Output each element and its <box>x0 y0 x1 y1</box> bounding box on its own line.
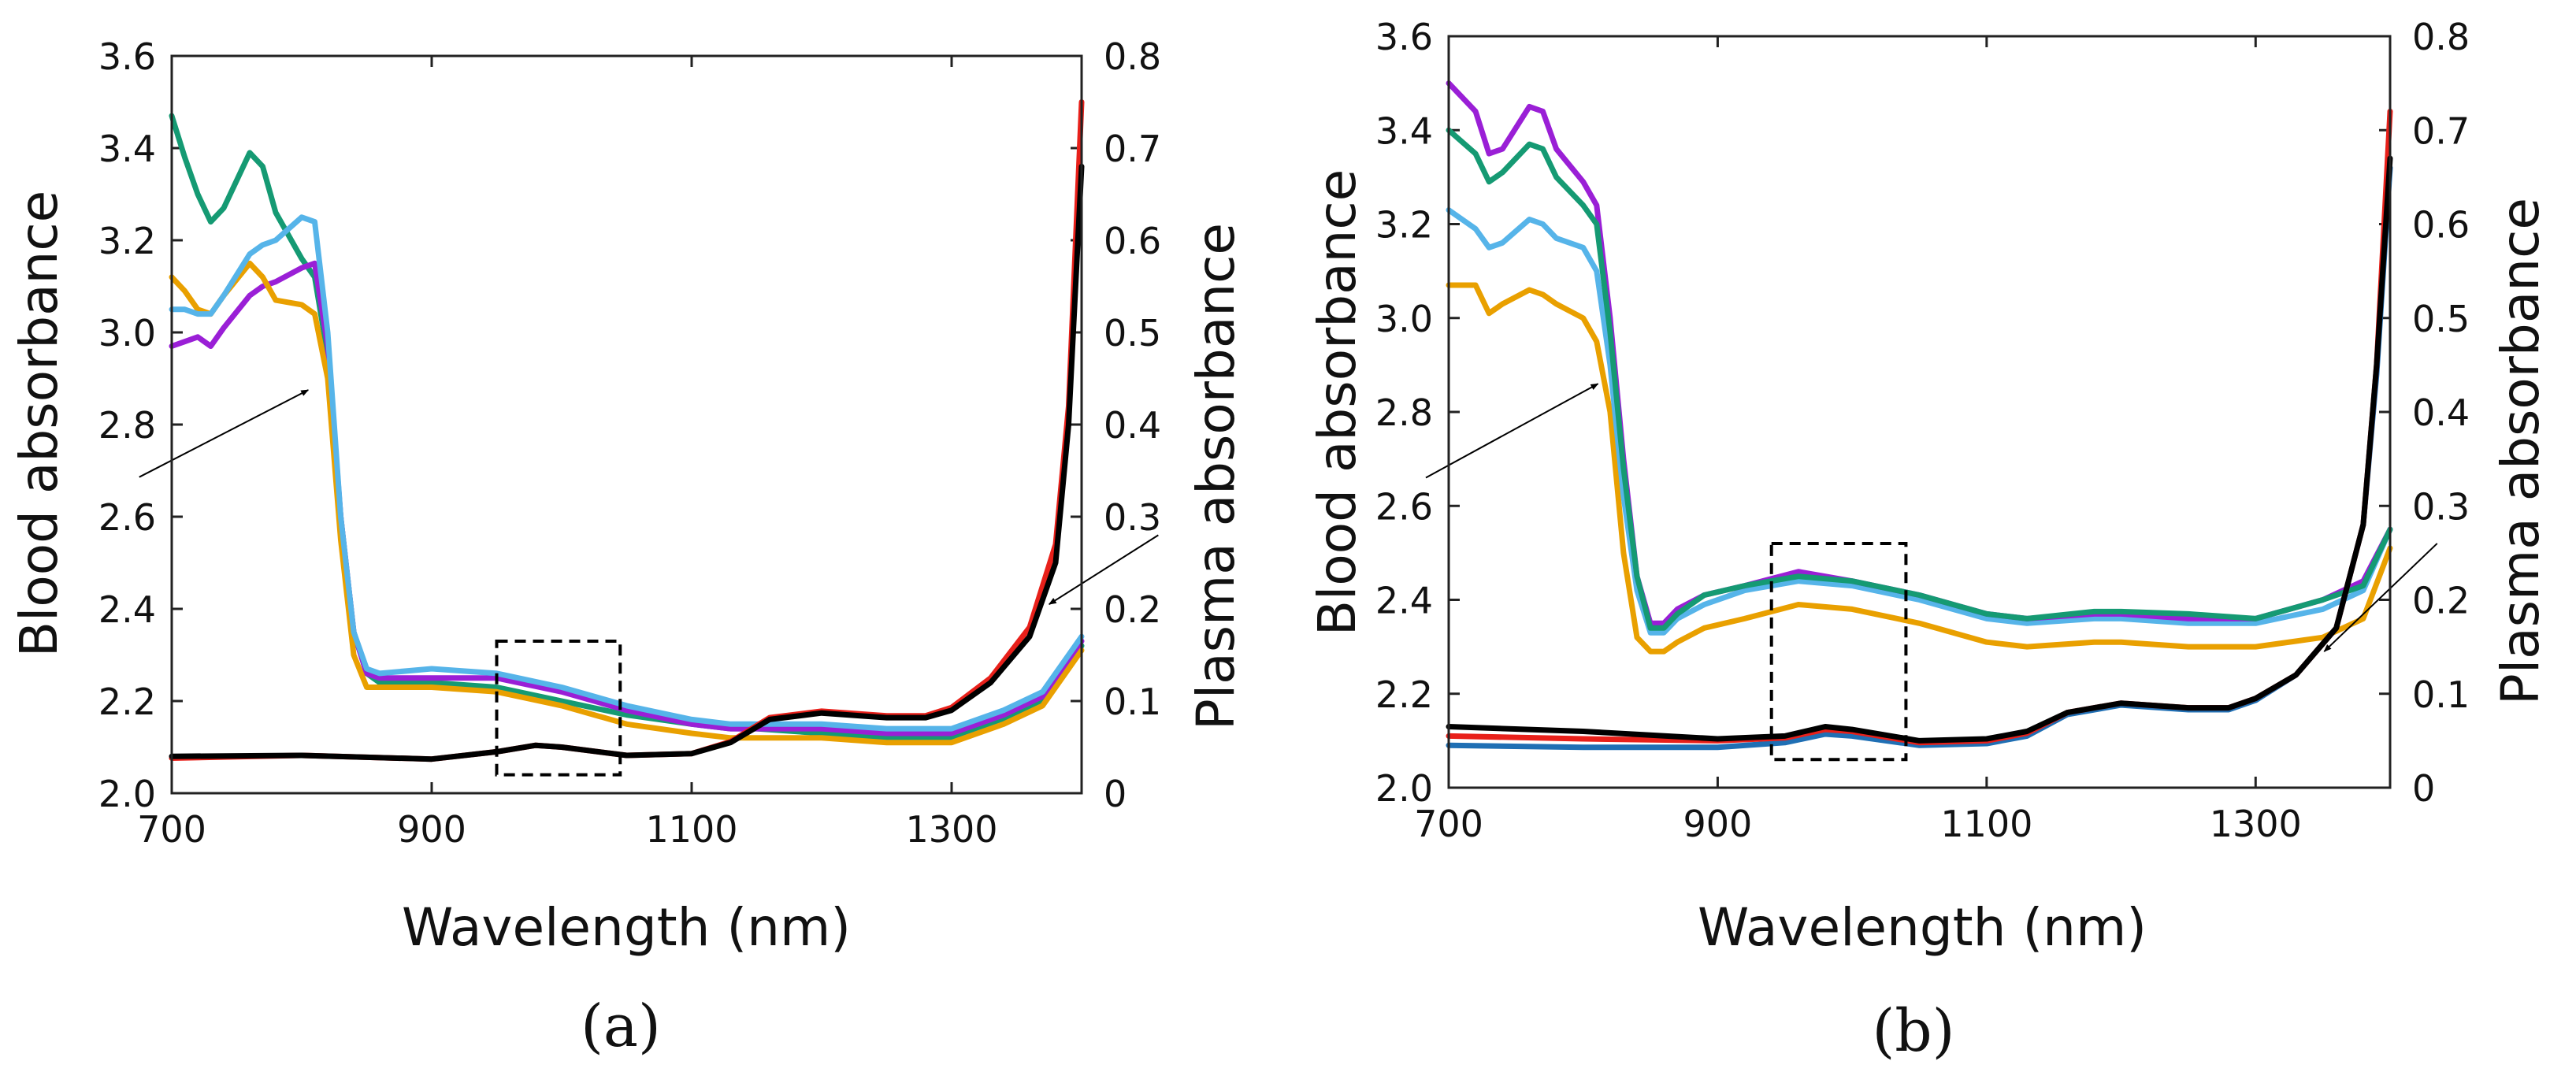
y-tick-label: 3.4 <box>98 128 156 170</box>
series-line-blood-green <box>1446 127 2393 631</box>
y2-tick-label: 0.6 <box>2412 204 2470 247</box>
y2-tick-label: 0.3 <box>1104 496 1161 539</box>
y2-tick-label: 0.1 <box>1104 681 1161 723</box>
y-tick-label: 3.0 <box>98 312 156 354</box>
x-tick-label: 1300 <box>2210 803 2302 845</box>
y-tick-label: 2.6 <box>98 496 156 539</box>
y2-tick-label: 0.6 <box>1104 220 1161 262</box>
y-tick-label: 2.4 <box>1375 580 1433 622</box>
y2-tick-label: 0.2 <box>1104 588 1161 631</box>
x-tick-label: 900 <box>397 808 466 851</box>
y-tick-label: 3.0 <box>1375 298 1433 340</box>
y-tick-label: 3.6 <box>98 35 156 78</box>
y2-tick-label: 0.8 <box>2412 16 2470 58</box>
x-tick-label: 700 <box>1414 803 1483 845</box>
series-line-plasma-red <box>169 99 1085 762</box>
annotation-arrow <box>1425 383 1599 479</box>
annotation-arrow <box>1048 534 1159 605</box>
series-line-plasma-black <box>1446 155 2393 744</box>
y-tick-label: 2.0 <box>1375 767 1433 810</box>
y2-tick-label: 0.7 <box>2412 109 2470 152</box>
series-line-blood-orange <box>1446 282 2393 655</box>
series-line-blood-purple <box>1446 80 2393 626</box>
x-tick-label: 900 <box>1683 803 1753 845</box>
y2-axis-title: Plasma absorbance <box>1186 223 1246 730</box>
y2-tick-label: 0.8 <box>1104 35 1161 78</box>
panel-a: Wavelength (nm) Blood absorbance Plasma … <box>9 35 1246 1060</box>
series-line-blood-purple <box>169 260 1085 736</box>
x-axis-title: Wavelength (nm) <box>402 897 851 958</box>
y2-tick-label: 0.1 <box>2412 673 2470 716</box>
y-axis-title: Blood absorbance <box>1307 169 1368 636</box>
panel-b: Wavelength (nm) Blood absorbance Plasma … <box>1307 16 2551 1065</box>
panel-label: (a) <box>581 992 661 1060</box>
y-tick-label: 2.8 <box>98 404 156 447</box>
y-axis-title: Blood absorbance <box>9 191 69 658</box>
y-tick-label: 3.4 <box>1375 109 1433 152</box>
x-tick-label: 1100 <box>645 808 737 851</box>
y2-tick-label: 0 <box>1104 773 1127 815</box>
annotation-arrow <box>139 389 310 478</box>
series-line-blood-orange <box>169 260 1085 746</box>
y-tick-label: 2.2 <box>1375 673 1433 716</box>
y2-tick-label: 0.5 <box>1104 312 1161 354</box>
x-tick-label: 1100 <box>1940 803 2032 845</box>
plot-frame <box>170 54 1083 795</box>
dashed-highlight-box <box>495 639 622 777</box>
y-tick-label: 3.2 <box>1375 204 1433 247</box>
y-tick-label: 3.2 <box>98 220 156 262</box>
annotation-arrow <box>2323 543 2438 652</box>
y-tick-label: 2.4 <box>98 588 156 631</box>
x-tick-label: 700 <box>137 808 206 851</box>
series-line-blood-lightblue <box>1446 207 2393 636</box>
y2-tick-label: 0.2 <box>2412 580 2470 622</box>
plot-frame <box>1447 35 2392 789</box>
dashed-highlight-box <box>1769 541 1908 762</box>
series-line-blood-green <box>169 113 1085 741</box>
x-axis-title: Wavelength (nm) <box>1698 897 2147 958</box>
y2-tick-label: 0.7 <box>1104 128 1161 170</box>
panel-label: (b) <box>1872 997 1954 1065</box>
y-tick-label: 2.6 <box>1375 485 1433 528</box>
series-line-plasma-black <box>169 163 1085 762</box>
y2-axis-title: Plasma absorbance <box>2490 198 2551 705</box>
y2-tick-label: 0.5 <box>2412 298 2470 340</box>
series-line-blood-lightblue <box>169 214 1085 732</box>
y-tick-label: 2.0 <box>98 773 156 815</box>
y-tick-label: 2.8 <box>1375 391 1433 434</box>
y2-tick-label: 0.4 <box>2412 391 2470 434</box>
x-tick-label: 1300 <box>905 808 997 851</box>
y2-tick-label: 0 <box>2412 767 2435 810</box>
y-tick-label: 3.6 <box>1375 16 1433 58</box>
y2-tick-label: 0.4 <box>1104 404 1161 447</box>
y-tick-label: 2.2 <box>98 681 156 723</box>
y2-tick-label: 0.3 <box>2412 485 2470 528</box>
